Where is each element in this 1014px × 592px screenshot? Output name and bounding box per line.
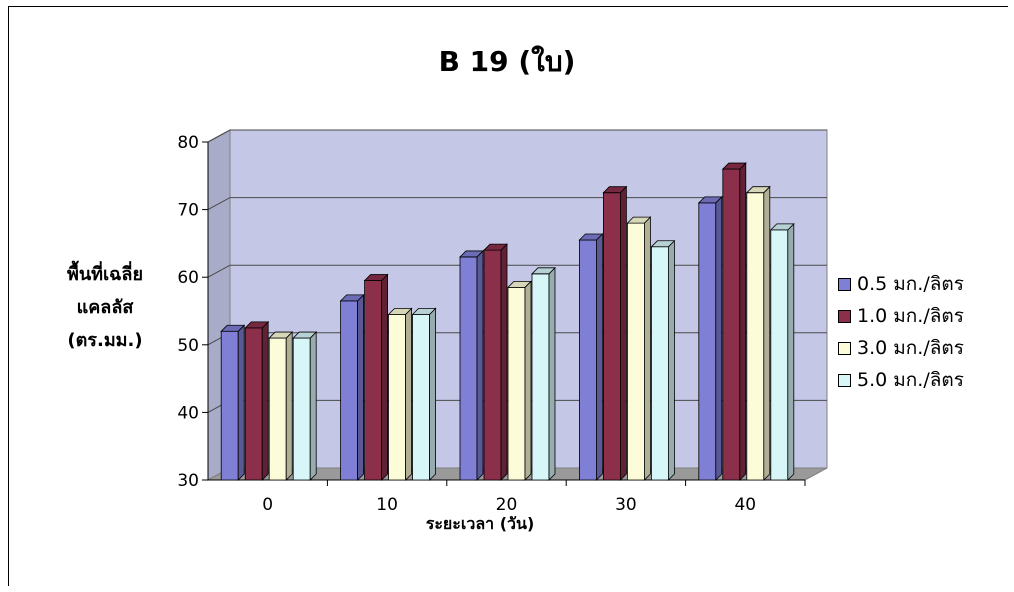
legend-label: 0.5 มก./ลิตร (857, 273, 964, 295)
x-axis-label: ระยะเวลา (วัน) (425, 514, 535, 533)
legend-swatch (838, 277, 851, 291)
y-tick-label: 60 (177, 268, 199, 288)
y-axis-label-line: พื้นที่เฉลี่ย (66, 264, 144, 285)
legend-label: 5.0 มก./ลิตร (857, 369, 964, 391)
y-tick-label: 70 (177, 201, 199, 221)
bar (244, 320, 270, 481)
legend-item: 5.0 มก./ลิตร (838, 364, 964, 396)
bar (626, 216, 652, 481)
x-tick-label: 10 (376, 495, 398, 515)
legend-swatch (838, 341, 851, 355)
y-tick-label: 80 (177, 133, 199, 153)
bar (387, 307, 413, 481)
legend-label: 1.0 มก./ลิตร (857, 305, 964, 327)
legend-item: 0.5 มก./ลิตร (838, 268, 964, 300)
y-tick-label: 50 (177, 336, 199, 356)
bar (483, 243, 508, 481)
bar (697, 195, 723, 481)
bar (339, 293, 365, 481)
bar (411, 307, 437, 481)
y-tick-label: 30 (177, 471, 199, 491)
bar (721, 162, 747, 481)
bar (268, 331, 294, 481)
bar (650, 239, 676, 481)
legend: 0.5 มก./ลิตร 1.0 มก./ลิตร 3.0 มก./ลิตร 5… (838, 268, 964, 396)
x-tick-label: 0 (262, 495, 273, 515)
bar (531, 266, 556, 481)
x-tick-label: 20 (496, 495, 518, 515)
gridline (207, 197, 827, 211)
y-axis-label-line: (ตร.มม.) (67, 330, 143, 351)
gridline (207, 129, 827, 143)
bar (292, 331, 318, 481)
bar (459, 249, 484, 481)
x-tick-label: 30 (615, 495, 637, 515)
chart-title: B 19 (ใบ) (438, 45, 576, 78)
y-tick-label: 40 (177, 403, 199, 423)
legend-swatch (838, 309, 851, 323)
chart-frame (8, 6, 1008, 586)
bar (602, 185, 628, 481)
legend-item: 3.0 มก./ลิตร (838, 332, 964, 364)
bar (769, 222, 795, 481)
y-axis-label: พื้นที่เฉลี่ย แคลลัส (ตร.มม.) (30, 258, 180, 357)
bar (363, 273, 389, 481)
bar (745, 185, 771, 481)
x-tick-label: 40 (734, 495, 756, 515)
legend-item: 1.0 มก./ลิตร (838, 300, 964, 332)
y-axis-label-line: แคลลัส (76, 297, 134, 318)
bar (578, 233, 604, 481)
bar (220, 324, 246, 481)
legend-label: 3.0 มก./ลิตร (857, 337, 964, 359)
legend-swatch (838, 373, 851, 387)
bar (507, 280, 532, 481)
